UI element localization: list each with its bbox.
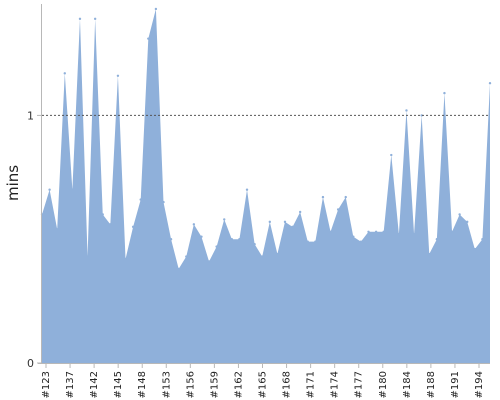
data-point xyxy=(101,213,104,216)
x-tick-label: #148 xyxy=(137,371,148,398)
data-point xyxy=(397,233,401,236)
data-point xyxy=(374,230,378,233)
data-point xyxy=(314,240,317,243)
data-point xyxy=(435,238,439,241)
data-point xyxy=(443,91,446,95)
y-tick-label: 0 xyxy=(27,357,34,370)
data-point xyxy=(276,252,279,256)
data-point xyxy=(420,114,423,117)
x-tick-label: #137 xyxy=(65,371,76,398)
x-axis-ticks: #123 #137 #142 #145 #148 #153 #156 #159 #162 #165… xyxy=(41,364,485,398)
data-point xyxy=(488,82,492,85)
x-tick-label: #191 xyxy=(450,371,461,398)
series-area xyxy=(42,8,490,363)
data-point xyxy=(268,220,271,224)
data-point xyxy=(450,230,454,233)
data-point xyxy=(261,255,264,258)
y-axis-label: mins xyxy=(4,165,22,201)
data-point xyxy=(329,230,332,233)
x-tick-label: #159 xyxy=(209,371,220,398)
plot-area xyxy=(40,7,492,363)
x-tick-label: #168 xyxy=(282,371,293,398)
data-point xyxy=(412,233,416,236)
data-point xyxy=(458,213,461,216)
data-point xyxy=(207,260,211,263)
data-point xyxy=(78,17,82,21)
data-point xyxy=(390,153,393,157)
data-point xyxy=(109,223,112,226)
data-point xyxy=(230,238,234,241)
data-point xyxy=(63,72,66,75)
data-point xyxy=(283,220,287,224)
data-point xyxy=(162,200,165,204)
y-tick-label: 1 xyxy=(27,109,34,122)
data-point xyxy=(192,223,196,226)
x-tick-label: #145 xyxy=(113,371,124,398)
data-point xyxy=(359,240,363,243)
x-tick-label: #165 xyxy=(258,371,269,398)
data-point xyxy=(367,230,370,233)
data-point xyxy=(291,225,294,229)
data-point xyxy=(473,247,477,251)
data-point xyxy=(215,245,218,248)
x-tick-label: #174 xyxy=(330,371,341,398)
x-tick-label: #184 xyxy=(402,371,413,398)
x-tick-label: #171 xyxy=(306,371,317,398)
data-point xyxy=(352,235,355,238)
data-point xyxy=(428,252,431,256)
x-tick-label: #123 xyxy=(41,371,52,398)
x-tick-label: #153 xyxy=(161,371,172,398)
x-tick-label: #156 xyxy=(185,371,196,398)
data-point xyxy=(200,235,203,238)
x-tick-label: #177 xyxy=(354,371,365,398)
x-tick-label: #194 xyxy=(474,371,485,398)
data-point xyxy=(93,17,97,21)
data-point xyxy=(185,255,188,258)
data-point xyxy=(48,188,51,191)
data-point xyxy=(116,74,120,78)
x-tick-label: #188 xyxy=(426,371,437,398)
data-point xyxy=(147,37,150,40)
data-point xyxy=(405,109,408,112)
data-point xyxy=(245,188,249,191)
data-point xyxy=(131,225,135,229)
data-point xyxy=(336,208,340,211)
data-point xyxy=(466,220,469,224)
x-tick-label: #142 xyxy=(89,371,100,398)
data-point xyxy=(124,257,127,261)
data-point xyxy=(238,238,241,241)
data-point xyxy=(177,267,180,271)
data-point xyxy=(382,230,385,233)
data-point xyxy=(139,198,142,201)
data-point xyxy=(298,210,302,214)
data-point xyxy=(306,240,309,243)
data-point xyxy=(71,188,74,191)
data-point xyxy=(55,228,59,231)
data-point xyxy=(86,255,89,258)
data-point xyxy=(154,7,158,11)
data-point xyxy=(223,218,226,221)
x-tick-label: #162 xyxy=(233,371,244,398)
data-point xyxy=(321,195,325,199)
data-point xyxy=(169,238,173,241)
x-tick-label: #180 xyxy=(378,371,389,398)
y-axis-ticks: 01 xyxy=(27,109,41,370)
data-point xyxy=(481,238,484,241)
data-point xyxy=(344,195,347,199)
data-point xyxy=(253,242,256,246)
